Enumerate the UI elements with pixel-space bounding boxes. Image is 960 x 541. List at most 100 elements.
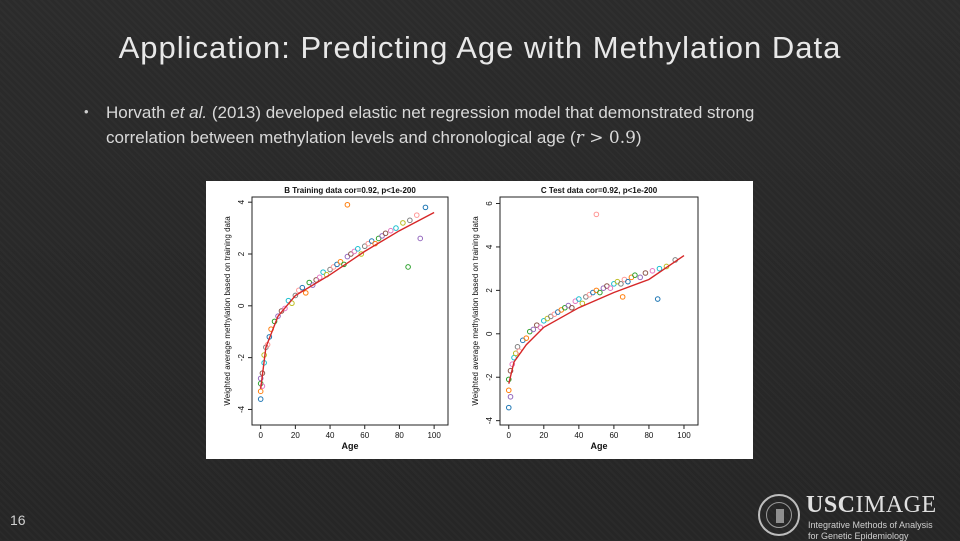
panel-2-point-3 xyxy=(507,393,514,400)
panel-1-point-33 xyxy=(344,253,351,260)
panel-2-title: C Test data cor=0.92, p<1e-200 xyxy=(541,186,658,195)
panel-2-plot-frame xyxy=(499,196,699,426)
panel-2-ytick-label-4: 4 xyxy=(485,244,494,249)
seal-mark xyxy=(776,509,784,523)
panel-2-ytick-label-5: 6 xyxy=(485,201,494,206)
math-operator: > xyxy=(583,128,609,148)
panel-1-point-49 xyxy=(413,212,420,218)
logo-image: IMAGE xyxy=(855,492,937,518)
seal-inner-ring xyxy=(766,502,792,528)
panel-2-ytick-label-1: -2 xyxy=(485,373,494,381)
panel-1-point-53 xyxy=(417,235,424,242)
panel-1-regression-line xyxy=(260,211,435,389)
logo-subtitle-1: Integrative Methods of Analysis xyxy=(808,520,933,530)
usc-image-logo: USCIMAGE Integrative Methods of Analysis… xyxy=(758,492,958,541)
panel-1-point-3 xyxy=(257,375,264,382)
panel-2-point-51 xyxy=(619,294,626,300)
panel-2-point-43 xyxy=(637,274,643,281)
panel-2-point-35 xyxy=(607,285,614,291)
panel-2-point-45 xyxy=(649,268,656,274)
panel-2-xtick-label-2: 40 xyxy=(574,431,583,440)
panel-2-point-24 xyxy=(569,304,575,311)
panel-1-point-44 xyxy=(382,230,389,237)
panel-1-xtick-label-1: 20 xyxy=(291,431,300,440)
bullet-marker: • xyxy=(84,104,89,119)
bullet-point: • Horvath et al. (2013) developed elasti… xyxy=(84,100,904,151)
seal-icon xyxy=(758,494,800,536)
panel-2-point-46 xyxy=(656,265,663,272)
bullet-etal: et al. xyxy=(170,103,208,122)
logo-wordmark: USCIMAGE xyxy=(806,492,937,519)
panel-1-point-47 xyxy=(400,220,406,226)
panel-1-plot-frame xyxy=(251,196,449,426)
panel-1-point-46 xyxy=(393,225,399,231)
slide-number: 16 xyxy=(10,512,26,528)
panel-1-point-23 xyxy=(309,282,316,288)
panel-1-xtick-label-5: 100 xyxy=(427,431,441,440)
bullet-close: ) xyxy=(635,128,642,147)
panel-1-xtick-label-2: 40 xyxy=(326,431,335,440)
panel-2-point-42 xyxy=(632,272,638,278)
panel-1-point-25 xyxy=(316,274,323,281)
panel-1-point-15 xyxy=(282,305,288,312)
panel-1-point-38 xyxy=(361,243,368,250)
panel-1-xtick-label-3: 60 xyxy=(360,431,369,440)
panel-1-point-51 xyxy=(344,201,351,208)
panel-1-point-30 xyxy=(334,261,340,268)
panel-1-point-19 xyxy=(296,287,302,294)
panel-2-xtick-label-1: 20 xyxy=(539,431,548,440)
panel-1-point-36 xyxy=(355,246,361,252)
panel-1-point-35 xyxy=(351,248,358,255)
panel-1-ytick-label-2: 0 xyxy=(237,303,246,308)
panel-2-xtick-label-5: 100 xyxy=(677,431,691,440)
bullet-text: Horvath et al. (2013) developed elastic … xyxy=(106,100,904,151)
panel-1-ytick-label-4: 4 xyxy=(237,199,246,204)
panel-1-point-22 xyxy=(306,279,313,286)
panel-1-point-52 xyxy=(405,264,411,270)
panel-2-xtick-label-3: 60 xyxy=(609,431,618,440)
panel-2-point-38 xyxy=(618,281,624,287)
bullet-author: Horvath xyxy=(106,103,166,122)
panel-1-point-14 xyxy=(278,308,285,314)
panel-1-xtick-label-0: 0 xyxy=(258,431,263,440)
panel-1-title: B Training data cor=0.92, p<1e-200 xyxy=(284,186,416,195)
panel-2-point-49 xyxy=(593,211,600,218)
panel-1-point-48 xyxy=(407,217,413,224)
panel-2-point-0 xyxy=(505,404,512,411)
math-r: r xyxy=(575,128,584,148)
panel-1-point-20 xyxy=(299,284,306,291)
panel-2-ytick-label-3: 2 xyxy=(485,288,494,293)
panel-1-point-50 xyxy=(422,204,429,211)
panel-2-ytick-label-2: 0 xyxy=(485,331,494,336)
panel-1-point-21 xyxy=(302,290,309,296)
panel-2-point-11 xyxy=(523,335,530,341)
panel-1-xtick-label-4: 80 xyxy=(395,431,404,440)
panel-1-point-34 xyxy=(348,251,354,257)
panel-1-point-39 xyxy=(365,240,372,247)
panel-1-ylabel: Weighted average methylation based on tr… xyxy=(223,216,232,406)
panel-1-point-31 xyxy=(337,258,344,265)
panel-1-point-0 xyxy=(257,396,264,402)
figure-panel: B Training data cor=0.92, p<1e-200 0 20 40 6… xyxy=(206,181,753,459)
panel-2-point-13 xyxy=(530,326,537,333)
panel-2-point-40 xyxy=(625,278,631,285)
panel-1-point-18 xyxy=(292,292,299,299)
panel-1-point-28 xyxy=(327,266,333,273)
panel-2-point-44 xyxy=(642,270,649,276)
panel-1-ytick-label-0: -4 xyxy=(237,405,246,413)
logo-usc: USC xyxy=(806,492,856,518)
panel-1-point-5 xyxy=(259,383,266,389)
panel-1-point-40 xyxy=(368,238,375,244)
panel-2-point-15 xyxy=(537,324,544,331)
bullet-text-line2: correlation between methylation levels a… xyxy=(106,128,576,147)
panel-1-point-37 xyxy=(358,251,365,257)
panel-1-point-29 xyxy=(330,264,337,270)
slide-title: Application: Predicting Age with Methyla… xyxy=(118,30,842,65)
panel-1-point-13 xyxy=(275,313,281,319)
panel-1-point-43 xyxy=(379,233,385,239)
logo-subtitle-2: for Genetic Epidemiology xyxy=(808,531,909,541)
